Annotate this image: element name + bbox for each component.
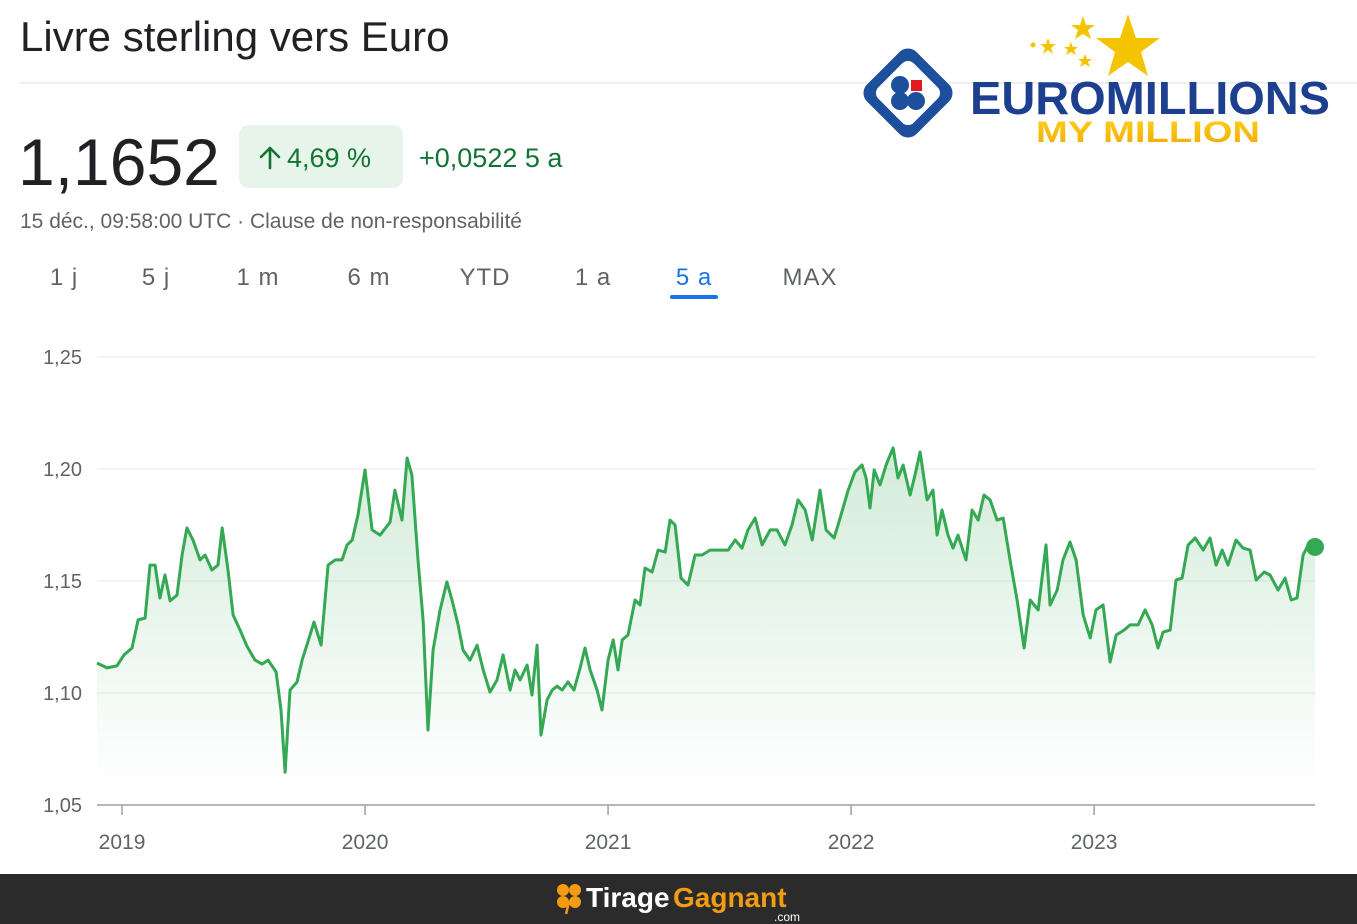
footer-brand-first: Tirage bbox=[586, 882, 670, 913]
euromillions-logo: EUROMILLIONS MY MILLION bbox=[863, 14, 1330, 149]
range-tab[interactable]: 1 m bbox=[236, 264, 279, 291]
footer-suffix: .com bbox=[774, 910, 800, 924]
y-tick-label: 1,20 bbox=[43, 459, 82, 481]
logo-brand: EUROMILLIONS bbox=[970, 72, 1330, 124]
timestamp: 15 déc., 09:58:00 UTC · Clause de non-re… bbox=[20, 210, 522, 233]
footer-bar bbox=[0, 874, 1357, 924]
range-tab[interactable]: 5 j bbox=[142, 264, 170, 291]
y-tick-label: 1,15 bbox=[43, 571, 82, 593]
y-tick-label: 1,05 bbox=[43, 795, 82, 817]
range-tab[interactable]: 5 a bbox=[676, 264, 712, 291]
x-tick-label: 2022 bbox=[828, 831, 875, 854]
y-tick-label: 1,25 bbox=[43, 347, 82, 369]
change-absolute: +0,0522 5 a bbox=[419, 143, 563, 173]
area-fill bbox=[97, 447, 1315, 805]
range-tab[interactable]: 1 a bbox=[575, 264, 611, 291]
change-badge bbox=[239, 125, 403, 188]
range-tab[interactable]: MAX bbox=[782, 264, 837, 291]
x-tick-label: 2023 bbox=[1071, 831, 1118, 854]
range-tab[interactable]: 6 m bbox=[347, 264, 390, 291]
footer-clover bbox=[557, 884, 581, 915]
x-tick-label: 2020 bbox=[342, 831, 389, 854]
up-arrow bbox=[259, 146, 281, 170]
change-percent: 4,69 % bbox=[287, 143, 371, 173]
y-tick-label: 1,10 bbox=[43, 683, 82, 705]
range-tab[interactable]: YTD bbox=[460, 264, 511, 291]
x-tick-label: 2019 bbox=[99, 831, 146, 854]
active-tab-indicator bbox=[670, 295, 718, 299]
x-tick-label: 2021 bbox=[585, 831, 632, 854]
title: Livre sterling vers Euro bbox=[20, 13, 450, 60]
footer-brand-second: Gagnant bbox=[673, 882, 787, 913]
line-chart: 1,05 1,10 1,15 1,20 1,25 2019 2020 2021 2022 2023 bbox=[43, 347, 1324, 854]
logo-tagline: MY MILLION bbox=[1036, 116, 1260, 149]
last-point bbox=[1306, 537, 1324, 556]
range-tabs: 1 j 5 j 1 m 6 m YTD 1 a 5 a MAX bbox=[50, 264, 837, 299]
price-line bbox=[96, 446, 1316, 774]
range-tab[interactable]: 1 j bbox=[50, 264, 78, 291]
price: 1,1652 bbox=[18, 125, 220, 199]
